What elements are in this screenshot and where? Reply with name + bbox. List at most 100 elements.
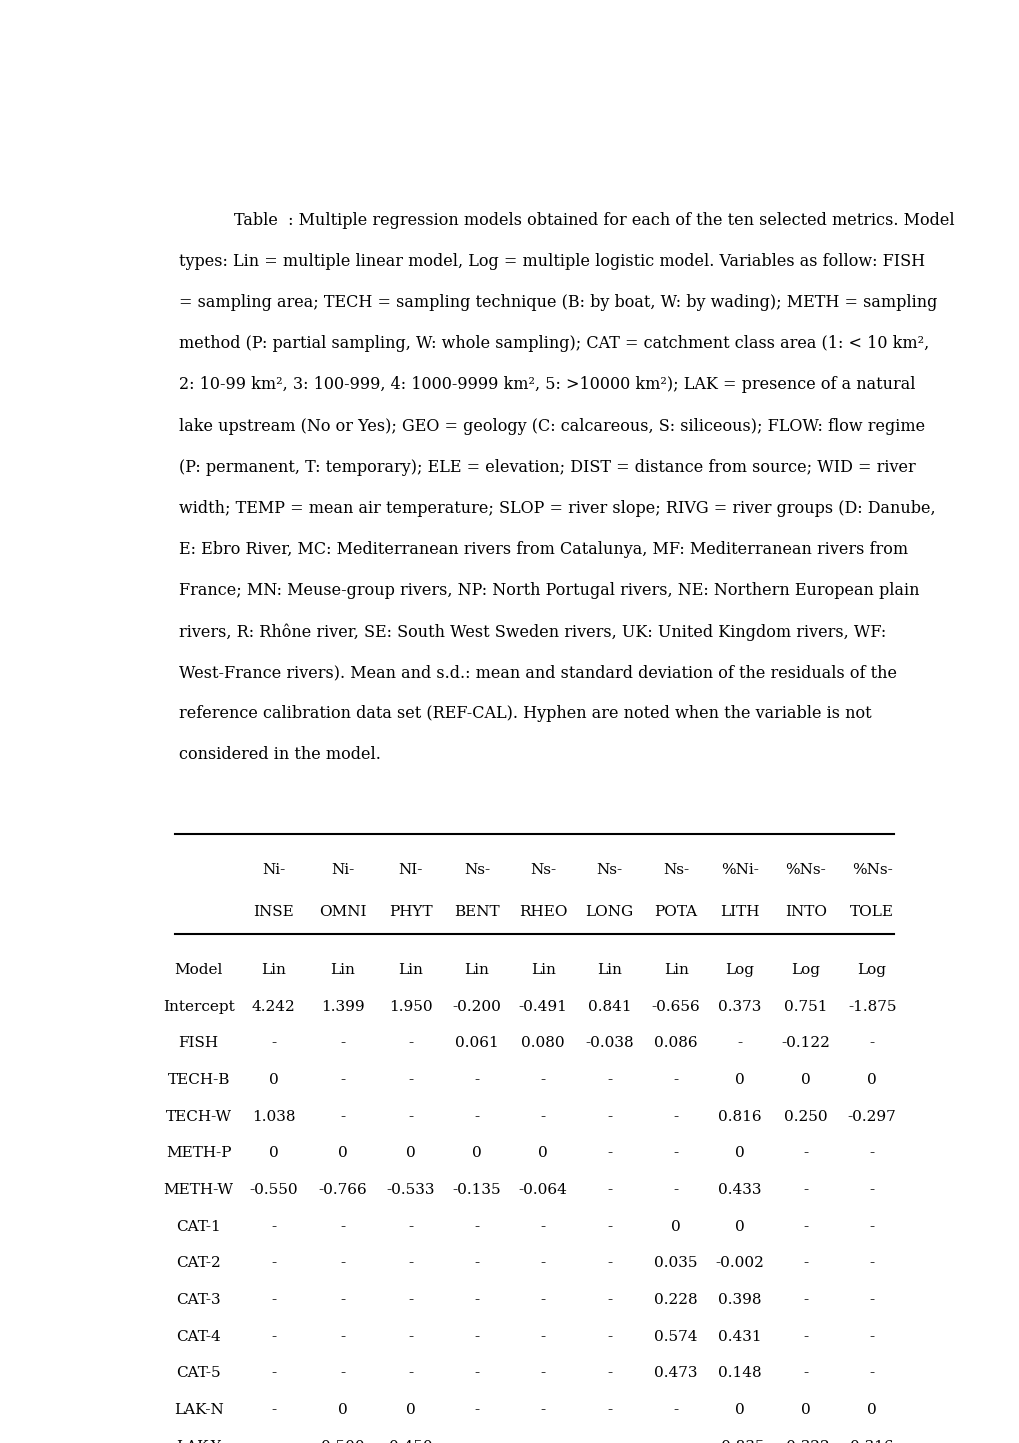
Text: -: - — [540, 1330, 545, 1343]
Text: 0.228: 0.228 — [653, 1293, 697, 1307]
Text: 0: 0 — [406, 1403, 415, 1417]
Text: -0.766: -0.766 — [318, 1183, 367, 1198]
Text: -0.002: -0.002 — [715, 1257, 764, 1270]
Text: Ns-: Ns- — [596, 863, 623, 877]
Text: -: - — [474, 1440, 479, 1443]
Text: -0.656: -0.656 — [651, 1000, 700, 1014]
Text: -: - — [869, 1293, 874, 1307]
Text: 0.816: 0.816 — [717, 1110, 761, 1124]
Text: -: - — [869, 1183, 874, 1198]
Text: -0.122: -0.122 — [781, 1036, 829, 1051]
Text: Intercept: Intercept — [163, 1000, 234, 1014]
Text: 0: 0 — [735, 1403, 744, 1417]
Text: -: - — [408, 1036, 413, 1051]
Text: -: - — [339, 1036, 344, 1051]
Text: 0: 0 — [406, 1147, 415, 1160]
Text: CAT-1: CAT-1 — [176, 1219, 221, 1234]
Text: France; MN: Meuse-group rivers, NP: North Portugal rivers, NE: Northern European: France; MN: Meuse-group rivers, NP: Nort… — [178, 582, 918, 599]
Text: -: - — [802, 1330, 807, 1343]
Text: -: - — [606, 1440, 611, 1443]
Text: -0.200: -0.200 — [452, 1000, 501, 1014]
Text: 0.574: 0.574 — [654, 1330, 697, 1343]
Text: -: - — [802, 1293, 807, 1307]
Text: -: - — [271, 1257, 276, 1270]
Text: -0.038: -0.038 — [585, 1036, 634, 1051]
Text: 0: 0 — [866, 1403, 876, 1417]
Text: -: - — [673, 1183, 678, 1198]
Text: Lin: Lin — [464, 962, 489, 977]
Text: -: - — [802, 1147, 807, 1160]
Text: -: - — [339, 1219, 344, 1234]
Text: -0.135: -0.135 — [452, 1183, 500, 1198]
Text: METH-P: METH-P — [166, 1147, 231, 1160]
Text: 0: 0 — [735, 1147, 744, 1160]
Text: 0: 0 — [337, 1403, 347, 1417]
Text: -: - — [802, 1367, 807, 1381]
Text: -: - — [408, 1110, 413, 1124]
Text: Model: Model — [174, 962, 222, 977]
Text: NI-: NI- — [398, 863, 422, 877]
Text: Log: Log — [725, 962, 754, 977]
Text: considered in the model.: considered in the model. — [178, 746, 380, 763]
Text: 0: 0 — [800, 1074, 810, 1087]
Text: -: - — [271, 1330, 276, 1343]
Text: 1.399: 1.399 — [320, 1000, 364, 1014]
Text: -0.550: -0.550 — [250, 1183, 298, 1198]
Text: -: - — [869, 1330, 874, 1343]
Text: Table  : Multiple regression models obtained for each of the ten selected metric: Table : Multiple regression models obtai… — [234, 212, 954, 229]
Text: Ns-: Ns- — [662, 863, 689, 877]
Text: -: - — [540, 1257, 545, 1270]
Text: West-France rivers). Mean and s.d.: mean and standard deviation of the residuals: West-France rivers). Mean and s.d.: mean… — [178, 664, 896, 681]
Text: -: - — [271, 1036, 276, 1051]
Text: -: - — [869, 1147, 874, 1160]
Text: Ni-: Ni- — [262, 863, 285, 877]
Text: -: - — [673, 1110, 678, 1124]
Text: %Ns-: %Ns- — [785, 863, 825, 877]
Text: -: - — [606, 1183, 611, 1198]
Text: -: - — [474, 1330, 479, 1343]
Text: 0.373: 0.373 — [717, 1000, 761, 1014]
Text: -: - — [606, 1367, 611, 1381]
Text: INSE: INSE — [253, 905, 293, 919]
Text: -0.533: -0.533 — [386, 1183, 434, 1198]
Text: 0.250: 0.250 — [784, 1110, 826, 1124]
Text: -0.835: -0.835 — [715, 1440, 763, 1443]
Text: 4.242: 4.242 — [252, 1000, 296, 1014]
Text: -: - — [673, 1440, 678, 1443]
Text: 0.450: 0.450 — [388, 1440, 432, 1443]
Text: -0.322: -0.322 — [781, 1440, 829, 1443]
Text: Log: Log — [857, 962, 886, 977]
Text: -: - — [408, 1330, 413, 1343]
Text: Ns-: Ns- — [530, 863, 555, 877]
Text: method (P: partial sampling, W: whole sampling); CAT = catchment class area (1: : method (P: partial sampling, W: whole sa… — [178, 335, 928, 352]
Text: -: - — [540, 1110, 545, 1124]
Text: FISH: FISH — [178, 1036, 218, 1051]
Text: Ni-: Ni- — [330, 863, 354, 877]
Text: TECH-W: TECH-W — [165, 1110, 231, 1124]
Text: -: - — [339, 1367, 344, 1381]
Text: -0.491: -0.491 — [519, 1000, 568, 1014]
Text: -: - — [408, 1367, 413, 1381]
Text: 0.148: 0.148 — [717, 1367, 761, 1381]
Text: -: - — [606, 1403, 611, 1417]
Text: Lin: Lin — [597, 962, 622, 977]
Text: -: - — [606, 1257, 611, 1270]
Text: LONG: LONG — [585, 905, 633, 919]
Text: -: - — [606, 1110, 611, 1124]
Text: Lin: Lin — [530, 962, 555, 977]
Text: TOLE: TOLE — [849, 905, 894, 919]
Text: BENT: BENT — [453, 905, 499, 919]
Text: 0.398: 0.398 — [717, 1293, 761, 1307]
Text: -: - — [339, 1257, 344, 1270]
Text: -: - — [474, 1293, 479, 1307]
Text: -: - — [271, 1293, 276, 1307]
Text: -: - — [271, 1219, 276, 1234]
Text: -: - — [339, 1293, 344, 1307]
Text: 0.751: 0.751 — [784, 1000, 826, 1014]
Text: 0.433: 0.433 — [717, 1183, 761, 1198]
Text: -: - — [540, 1403, 545, 1417]
Text: Lin: Lin — [397, 962, 423, 977]
Text: -: - — [474, 1403, 479, 1417]
Text: OMNI: OMNI — [319, 905, 366, 919]
Text: TECH-B: TECH-B — [167, 1074, 229, 1087]
